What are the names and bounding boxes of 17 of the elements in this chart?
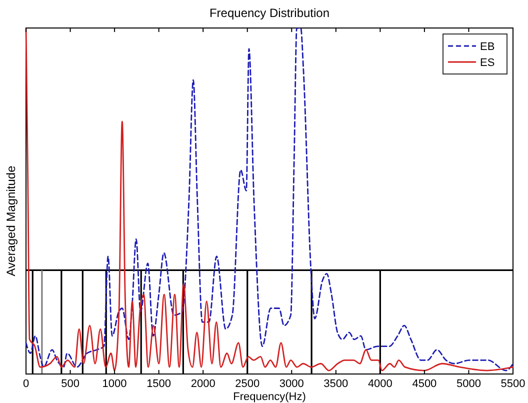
x-tick-label: 1000 [102, 378, 127, 390]
x-tick-label: 3500 [324, 378, 348, 390]
x-tick-label: 5500 [500, 378, 526, 390]
legend-label: ES [480, 57, 495, 69]
x-tick-label: 2000 [190, 378, 216, 390]
x-tick-label: 1500 [146, 378, 172, 390]
x-axis-title: Frequency(Hz) [233, 391, 306, 403]
x-tick-label: 2500 [235, 378, 260, 390]
x-tick-label: 0 [22, 378, 30, 390]
legend-label: EB [480, 41, 495, 53]
x-tick-label: 4000 [368, 378, 392, 390]
chart-title: Frequency Distribution [209, 6, 330, 20]
x-tick-label: 3000 [279, 378, 304, 390]
x-tick-label: 500 [61, 378, 80, 390]
y-axis-title: Averaged Magnitude [4, 165, 18, 276]
x-tick-label: 5000 [456, 378, 481, 390]
x-tick-label: 4500 [412, 378, 437, 390]
